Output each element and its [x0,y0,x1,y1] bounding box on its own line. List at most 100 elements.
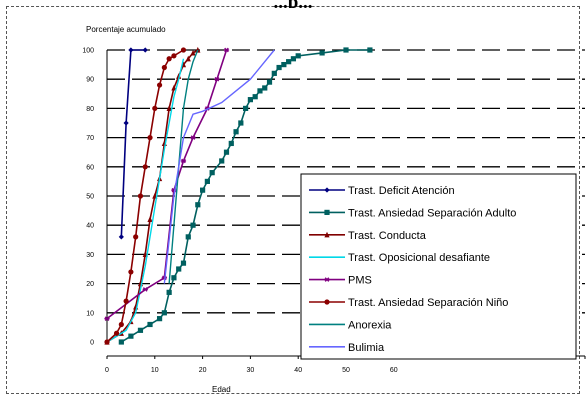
data-point [142,287,148,292]
y-tick-label: 20 [86,281,94,288]
series-line [163,49,275,284]
data-point [233,129,239,135]
page-heading: ...p... [0,0,586,8]
data-point [228,140,234,147]
data-point [223,149,230,155]
data-point [195,202,201,208]
data-point [128,333,134,339]
series-trast-oposicional-desafiante [106,58,185,343]
data-point [185,234,191,240]
data-point [128,47,134,53]
data-point [118,321,124,328]
data-point [324,299,330,305]
legend-item-trast-conducta: Trast. Conducta [309,230,427,242]
data-point [247,97,253,103]
data-point [324,231,330,238]
legend-label: Trast. Deficit Atención [348,185,455,197]
data-point [190,135,196,140]
data-point [286,59,292,65]
data-point [118,234,124,240]
x-tick-label: 50 [342,367,350,374]
data-point [319,50,325,56]
data-point [133,234,139,240]
data-point [343,47,349,53]
x-tick-label: 40 [294,367,302,374]
x-tick-label: 60 [390,367,398,374]
data-point [176,266,182,272]
data-point [257,88,263,94]
data-point [161,64,167,71]
data-point [185,55,191,62]
series-trast-ansiedad-separacion-adulto [118,47,373,345]
y-tick-label: 90 [86,77,94,84]
data-point [243,105,249,111]
series-trast-deficit-atencion [118,47,148,240]
data-point [190,222,196,228]
series-line [120,49,146,237]
legend-label: Trast. Oposicional desafiante [348,252,490,264]
data-point [214,76,220,82]
y-tick-label: 40 [86,223,94,230]
data-point [142,47,148,53]
legend-label: Anorexia [348,319,392,331]
data-point [171,53,177,59]
data-point [324,277,330,282]
data-point [200,187,206,193]
data-point [252,94,258,100]
y-axis-label: Porcentaje acumulado [86,25,166,34]
y-tick-label: 30 [86,252,94,259]
series-trast-ansiedad-separacion-nino [104,47,187,345]
data-point [147,135,153,141]
x-tick-label: 0 [105,367,109,374]
y-tick-label: 80 [86,106,94,113]
legend-box [300,173,577,360]
data-point [367,47,373,53]
data-point [195,46,201,53]
legend-item-trast-oposicional-desafiante: Trast. Oposicional desafiante [309,252,490,264]
y-tick-label: 60 [86,164,94,171]
data-point [161,310,167,316]
legend-label: Bulimia [348,342,385,354]
legend: Trast. Deficit Atención Trast. Ansiedad S… [300,173,577,360]
x-tick-label: 20 [199,367,207,374]
data-point [180,47,187,53]
x-tick-label: 10 [151,367,159,374]
data-point [266,79,273,85]
x-tick-label: 30 [247,367,255,374]
data-point [209,170,215,176]
data-point [262,85,268,91]
legend-item-trast-ansiedad-separacion-adulto: Trast. Ansiedad Separación Adulto [309,207,516,219]
legend-item-anorexia: Anorexia [309,319,392,331]
series-anorexia [168,49,199,284]
data-point [137,193,144,199]
data-point [147,321,153,328]
data-point [118,339,124,345]
data-point [204,178,210,184]
data-point [281,62,287,68]
data-point [166,105,172,111]
data-point [324,187,330,193]
data-point [276,64,282,71]
data-point [156,316,163,322]
legend-label: Trast. Ansiedad Separación Adulto [348,207,516,219]
data-point [190,49,196,56]
series-bulimia [163,49,275,284]
data-point [166,289,172,295]
y-tick-label: 50 [86,194,94,201]
data-point [137,327,144,333]
legend-item-trast-ansiedad-separacion-nino: Trast. Ansiedad Separación Niño [309,297,508,309]
data-point [156,82,163,88]
data-point [238,120,244,126]
series-line [168,49,199,284]
data-point [290,56,297,62]
y-tick-label: 70 [86,135,94,142]
data-point [171,275,177,281]
data-point [295,53,301,59]
data-point [128,269,134,275]
data-point [104,316,110,321]
data-point [152,105,158,111]
data-point [104,339,110,345]
data-point [123,298,129,304]
data-point [219,158,225,164]
